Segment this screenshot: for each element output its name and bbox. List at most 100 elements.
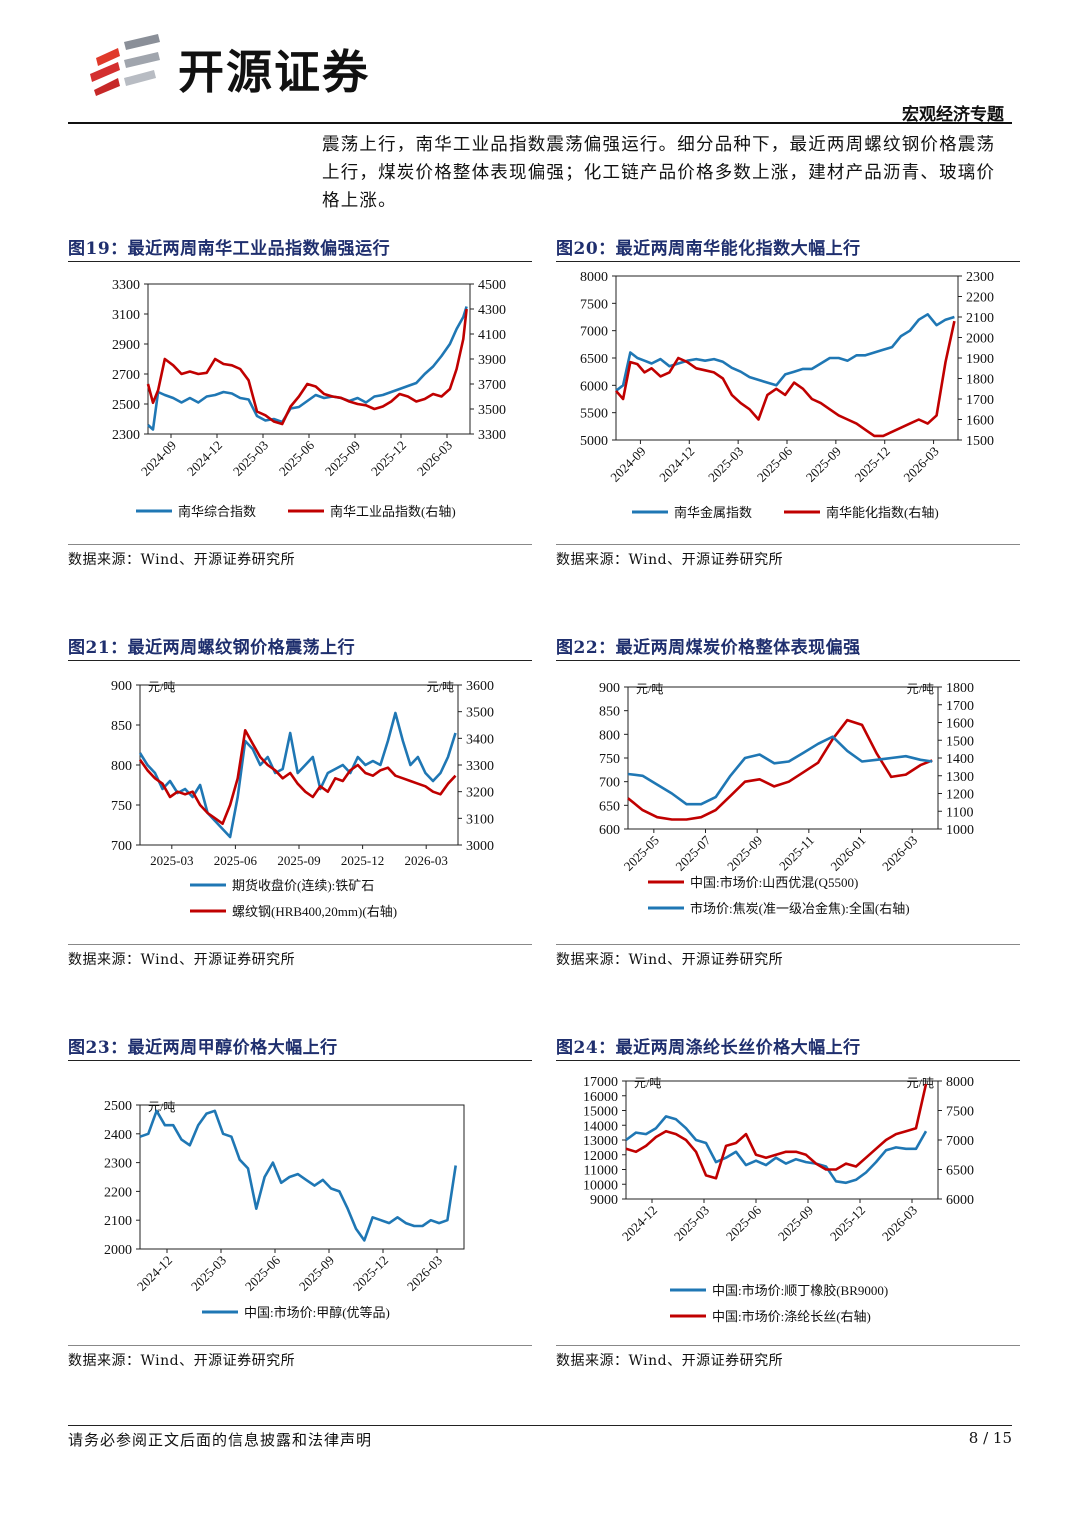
y-tick-label-right: 1600 <box>966 414 994 429</box>
plot-frame <box>147 283 471 435</box>
y-tick-label-right: 2000 <box>966 332 994 347</box>
y-tick-label-right: 1300 <box>946 770 974 785</box>
y-tick-label-right: 4100 <box>478 328 506 343</box>
y-tick-label-right: 2100 <box>966 311 994 326</box>
figure-19-title: 图19：最近两周南华工业品指数偏强运行 <box>68 234 390 259</box>
header-rule <box>68 122 1012 124</box>
figure-label: 图22： <box>556 638 616 658</box>
y-tick-label-right: 1700 <box>946 699 974 714</box>
y-tick-label-left: 5500 <box>580 407 608 422</box>
y-tick-label-left: 16000 <box>583 1090 618 1105</box>
y-tick-label-left: 700 <box>111 839 132 854</box>
figure-label: 图19： <box>68 239 128 259</box>
figure-label: 图20： <box>556 239 616 259</box>
figure-24-title: 图24：最近两周涤纶长丝价格大幅上行 <box>556 1033 861 1058</box>
x-tick-label: 2025-06 <box>242 1252 284 1294</box>
x-tick-label: 2025-06 <box>214 853 258 868</box>
y-tick-label-right: 1100 <box>946 805 973 820</box>
x-tick-label: 2026-03 <box>414 438 455 479</box>
legend-label: 中国:市场价:顺丁橡胶(BR9000) <box>712 1283 888 1298</box>
series-line <box>615 312 955 392</box>
y-tick-label-left: 750 <box>599 752 620 767</box>
y-tick-label-right: 6000 <box>946 1193 974 1208</box>
y-tick-label-left: 600 <box>599 823 620 838</box>
x-tick-label: 2025-09 <box>775 1203 816 1244</box>
figure-23-title: 图23：最近两周甲醇价格大幅上行 <box>68 1033 338 1058</box>
y-tick-label-right: 4500 <box>478 278 506 293</box>
y-tick-label-right: 3600 <box>466 679 494 694</box>
figure-rule <box>556 1345 1020 1346</box>
y-tick-label-left: 2500 <box>104 1099 132 1114</box>
y-tick-label-right: 3400 <box>466 732 494 747</box>
x-tick-label: 2026-01 <box>827 833 868 874</box>
x-tick-label: 2024-12 <box>656 444 697 485</box>
y-tick-label-left: 15000 <box>583 1105 618 1120</box>
y-tick-label-right: 3900 <box>478 353 506 368</box>
x-tick-label: 2026-03 <box>405 853 448 868</box>
x-tick-label: 2025-12 <box>341 853 384 868</box>
x-tick-label: 2024-12 <box>134 1253 175 1294</box>
y-tick-label-left: 750 <box>111 799 132 814</box>
figure-rule <box>556 544 1020 545</box>
y-tick-label-left: 2200 <box>104 1185 132 1200</box>
y-tick-label-right: 6500 <box>946 1164 974 1179</box>
y-tick-label-right: 3200 <box>466 786 494 801</box>
legend-label: 市场价:焦炭(准一级冶金焦):全国(右轴) <box>690 901 910 916</box>
y-tick-label-right: 3300 <box>466 759 494 774</box>
x-tick-label: 2025-06 <box>754 443 796 485</box>
figure-source: 数据来源：Wind、开源证券研究所 <box>68 952 296 968</box>
y-tick-label-right: 1900 <box>966 352 994 367</box>
y-tick-label-right: 3100 <box>466 812 494 827</box>
series-line <box>627 718 933 821</box>
plot-frame <box>139 1104 465 1250</box>
series-line <box>625 1083 928 1180</box>
y-tick-label-left: 2300 <box>104 1157 132 1172</box>
y-tick-label-right: 1600 <box>946 717 974 732</box>
figure-caption: 最近两周南华工业品指数偏强运行 <box>127 239 391 259</box>
figure-rule <box>68 660 532 661</box>
series-line <box>138 729 457 825</box>
legend-label: 南华工业品指数(右轴) <box>330 504 456 519</box>
y-tick-label-right: 2200 <box>966 291 994 306</box>
footer-rule <box>68 1425 1012 1426</box>
legend-label: 南华金属指数 <box>674 505 752 520</box>
figure-rule <box>556 261 1020 262</box>
legend-label: 中国:市场价:甲醇(优等品) <box>244 1305 390 1320</box>
y-tick-label-right: 3300 <box>478 428 506 443</box>
figure-caption: 最近两周涤纶长丝价格大幅上行 <box>615 1038 861 1058</box>
y-tick-label-right: 3700 <box>478 378 506 393</box>
intro-paragraph: 震荡上行，南华工业品指数震荡偏强运行。细分品种下，最近两周螺纹钢价格震荡 上行，… <box>322 131 1016 215</box>
y-tick-label-right: 8000 <box>946 1075 974 1090</box>
figure-label: 图23： <box>68 1038 128 1058</box>
x-tick-label: 2025-12 <box>350 1253 391 1294</box>
x-tick-label: 2025-09 <box>322 438 363 479</box>
chart-figure-20: 8000 7500 7000 6500 6000 5500 5000 2300 2200 2100… <box>580 270 994 520</box>
x-tick-label: 2024-09 <box>607 444 648 485</box>
figure-rule <box>556 1060 1020 1061</box>
figure-caption: 最近两周南华能化指数大幅上行 <box>615 239 861 259</box>
x-tick-label: 2026-03 <box>900 444 941 485</box>
y-tick-label-left: 8000 <box>580 270 608 285</box>
figure-source: 数据来源：Wind、开源证券研究所 <box>68 1353 296 1369</box>
y-tick-label-left: 14000 <box>583 1119 618 1134</box>
y-tick-label-left: 3100 <box>112 308 140 323</box>
x-tick-label: 2026-03 <box>879 1203 920 1244</box>
figure-rule <box>68 261 532 262</box>
series-line <box>147 306 468 431</box>
figure-source: 数据来源：Wind、开源证券研究所 <box>556 1353 784 1369</box>
y-unit-right: 元/吨 <box>427 680 454 694</box>
y-tick-label-right: 1500 <box>966 434 994 449</box>
x-tick-label: 2025-06 <box>276 437 318 479</box>
figure-caption: 最近两周螺纹钢价格震荡上行 <box>127 638 356 658</box>
figure-label: 图24： <box>556 1038 616 1058</box>
y-tick-label-left: 2000 <box>104 1243 132 1258</box>
x-tick-label: 2025-11 <box>776 833 817 874</box>
chart-figure-21: 900 850 800 750 700 3600 3500 3400 3300 3200 3100 3… <box>111 679 494 919</box>
y-tick-label-right: 4300 <box>478 303 506 318</box>
y-tick-label-left: 11000 <box>584 1164 618 1179</box>
y-unit-left: 元/吨 <box>148 680 175 694</box>
chart-figure-19: 3300 3100 2900 2700 2500 2300 4500 4300 4100 3900… <box>112 278 506 519</box>
y-tick-label-left: 6000 <box>580 379 608 394</box>
y-tick-label-right: 7500 <box>946 1105 974 1120</box>
x-tick-label: 2025-12 <box>852 444 893 485</box>
